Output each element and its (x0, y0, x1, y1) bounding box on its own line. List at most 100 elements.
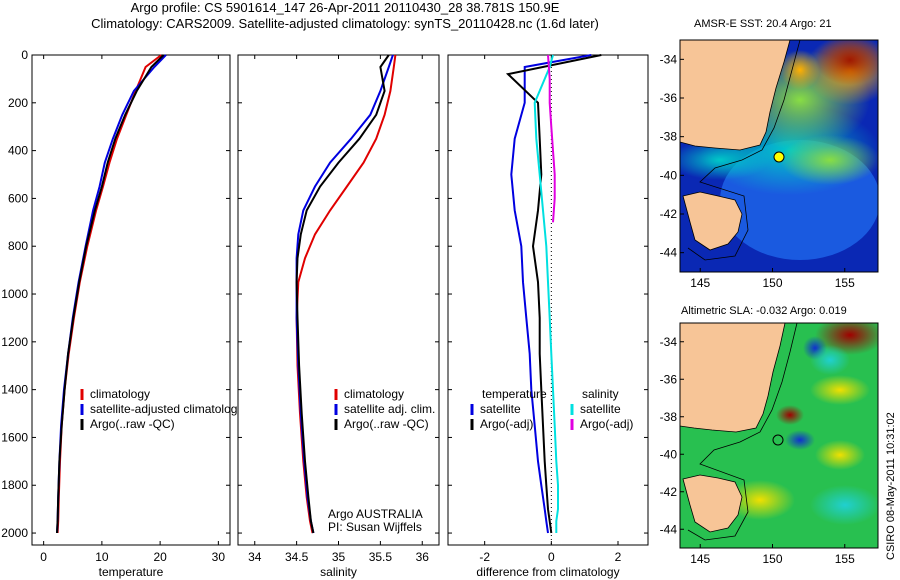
x-axis-label: temperature (99, 565, 164, 579)
lat-tick-label: -40 (660, 447, 678, 461)
lon-tick-label: 150 (762, 552, 782, 566)
x-tick-label: 30 (212, 550, 226, 564)
series-line-temperature-satellite (510, 54, 592, 534)
sst-map-title: AMSR-E SST: 20.4 Argo: 21 (694, 18, 832, 30)
annotation-text: PI: Susan Wijffels (328, 520, 422, 534)
x-tick-label: 36 (416, 550, 430, 564)
lat-tick-label: -38 (660, 410, 678, 424)
sla-tasmania (682, 474, 743, 533)
lat-tick-label: -42 (660, 207, 678, 221)
lon-tick-label: 155 (835, 276, 855, 290)
legend-label: satellite (480, 402, 521, 416)
legend-heading: temperature (482, 387, 547, 401)
sla-blob (815, 440, 865, 470)
legend-label: climatology (90, 387, 150, 401)
lat-tick-label: -38 (660, 130, 678, 144)
x-tick-label: 35 (332, 550, 346, 564)
series-line-argo-raw-qc- (295, 54, 390, 534)
lon-tick-label: 145 (690, 276, 710, 290)
y-tick-label: 2000 (1, 526, 28, 540)
y-tick-label: 200 (8, 96, 28, 110)
series-line-salinity-argo-adj- (547, 54, 556, 223)
series-line-argo-raw-qc- (56, 54, 165, 534)
legend-heading: salinity (582, 387, 619, 401)
sla-blob (810, 345, 850, 375)
sla-isobath (687, 323, 798, 541)
figure-title: Argo profile: CS 5901614_147 26-Apr-2011… (40, 0, 650, 32)
x-axis-label: difference from climatology (476, 565, 619, 579)
y-tick-label: 1400 (1, 383, 28, 397)
x-tick-label: 34.5 (285, 550, 309, 564)
sst-map-frame (679, 39, 879, 273)
figure-title-line1: Argo profile: CS 5901614_147 26-Apr-2011… (130, 0, 560, 15)
lat-tick-label: -44 (660, 246, 678, 260)
x-tick-label: 2 (615, 550, 622, 564)
plot-frame (237, 54, 440, 546)
sst-map (680, 40, 878, 272)
sst-tasmania (682, 191, 743, 251)
x-tick-label: 0 (40, 550, 47, 564)
sst-mainland (680, 40, 791, 151)
x-tick-label: 20 (153, 550, 167, 564)
sla-blob (776, 405, 804, 425)
plot-frame (31, 54, 231, 546)
lat-tick-label: -34 (660, 52, 678, 66)
lat-tick-label: -34 (660, 335, 678, 349)
sla-mainland (680, 323, 786, 433)
sla-blob (810, 375, 870, 405)
lon-tick-label: 155 (835, 552, 855, 566)
sst-isobath (687, 40, 801, 261)
y-tick-label: 600 (8, 191, 28, 205)
legend-label: Argo(-adj) (480, 417, 533, 431)
lat-tick-label: -42 (660, 485, 678, 499)
sst-blob (780, 135, 878, 185)
lat-tick-label: -36 (660, 372, 678, 386)
y-tick-label: 1000 (1, 287, 28, 301)
x-tick-label: 0 (548, 550, 555, 564)
y-tick-label: 0 (21, 48, 28, 62)
legend-label: Argo(..raw -QC) (344, 417, 429, 431)
x-axis-label: salinity (320, 565, 357, 579)
annotation-text: Argo AUSTRALIA (328, 507, 423, 521)
series-line-salinity-satellite (533, 54, 559, 533)
lon-tick-label: 150 (762, 276, 782, 290)
x-tick-label: 10 (95, 550, 109, 564)
y-tick-label: 800 (8, 239, 28, 253)
sla-argo-marker (772, 434, 784, 446)
sla-map (680, 323, 878, 548)
y-tick-label: 1800 (1, 478, 28, 492)
legend-label: Argo(..raw -QC) (90, 417, 175, 431)
lat-tick-label: -44 (660, 522, 678, 536)
legend-label: satellite adj. clim. (344, 402, 435, 416)
x-tick-label: 34 (248, 550, 262, 564)
sst-argo-marker (773, 151, 785, 163)
x-tick-label: -2 (479, 550, 490, 564)
legend-label: satellite (580, 402, 621, 416)
sla-map-title: Altimetric SLA: -0.032 Argo: 0.019 (681, 305, 847, 317)
sst-blob (815, 40, 878, 85)
sla-blob (725, 480, 795, 520)
sla-blob (785, 430, 815, 450)
sst-blob (780, 50, 820, 90)
y-tick-label: 1600 (1, 430, 28, 444)
y-tick-label: 400 (8, 144, 28, 158)
lat-tick-label: -40 (660, 168, 678, 182)
profile-chart-2: 34 34.5 35 35.5 36 salinity climatologysatelli… (237, 54, 440, 579)
sla-blob (810, 485, 878, 525)
sla-map-frame (679, 322, 879, 549)
figure-title-line2: Climatology: CARS2009. Satellite-adjuste… (91, 16, 599, 31)
lat-tick-label: -36 (660, 91, 678, 105)
y-tick-label: 1200 (1, 335, 28, 349)
legend-label: satellite-adjusted climatology (90, 402, 243, 416)
sst-blob (680, 140, 770, 180)
legend-label: climatology (344, 387, 404, 401)
series-line-temperature-argo-adj- (505, 54, 602, 534)
map-axes-2: 145 150 155 -34 -36 -38 -40 -42 -44 (660, 335, 855, 566)
x-tick-label: 35.5 (369, 550, 393, 564)
legend-label: Argo(-adj) (580, 417, 633, 431)
map-axes-1: 145 150 155 -34 -36 -38 -40 -42 -44 (660, 52, 855, 290)
profile-chart-1: 0 10 20 30 0 200 400 600 800 1000 1200 1400 1600 1800… (1, 48, 243, 579)
